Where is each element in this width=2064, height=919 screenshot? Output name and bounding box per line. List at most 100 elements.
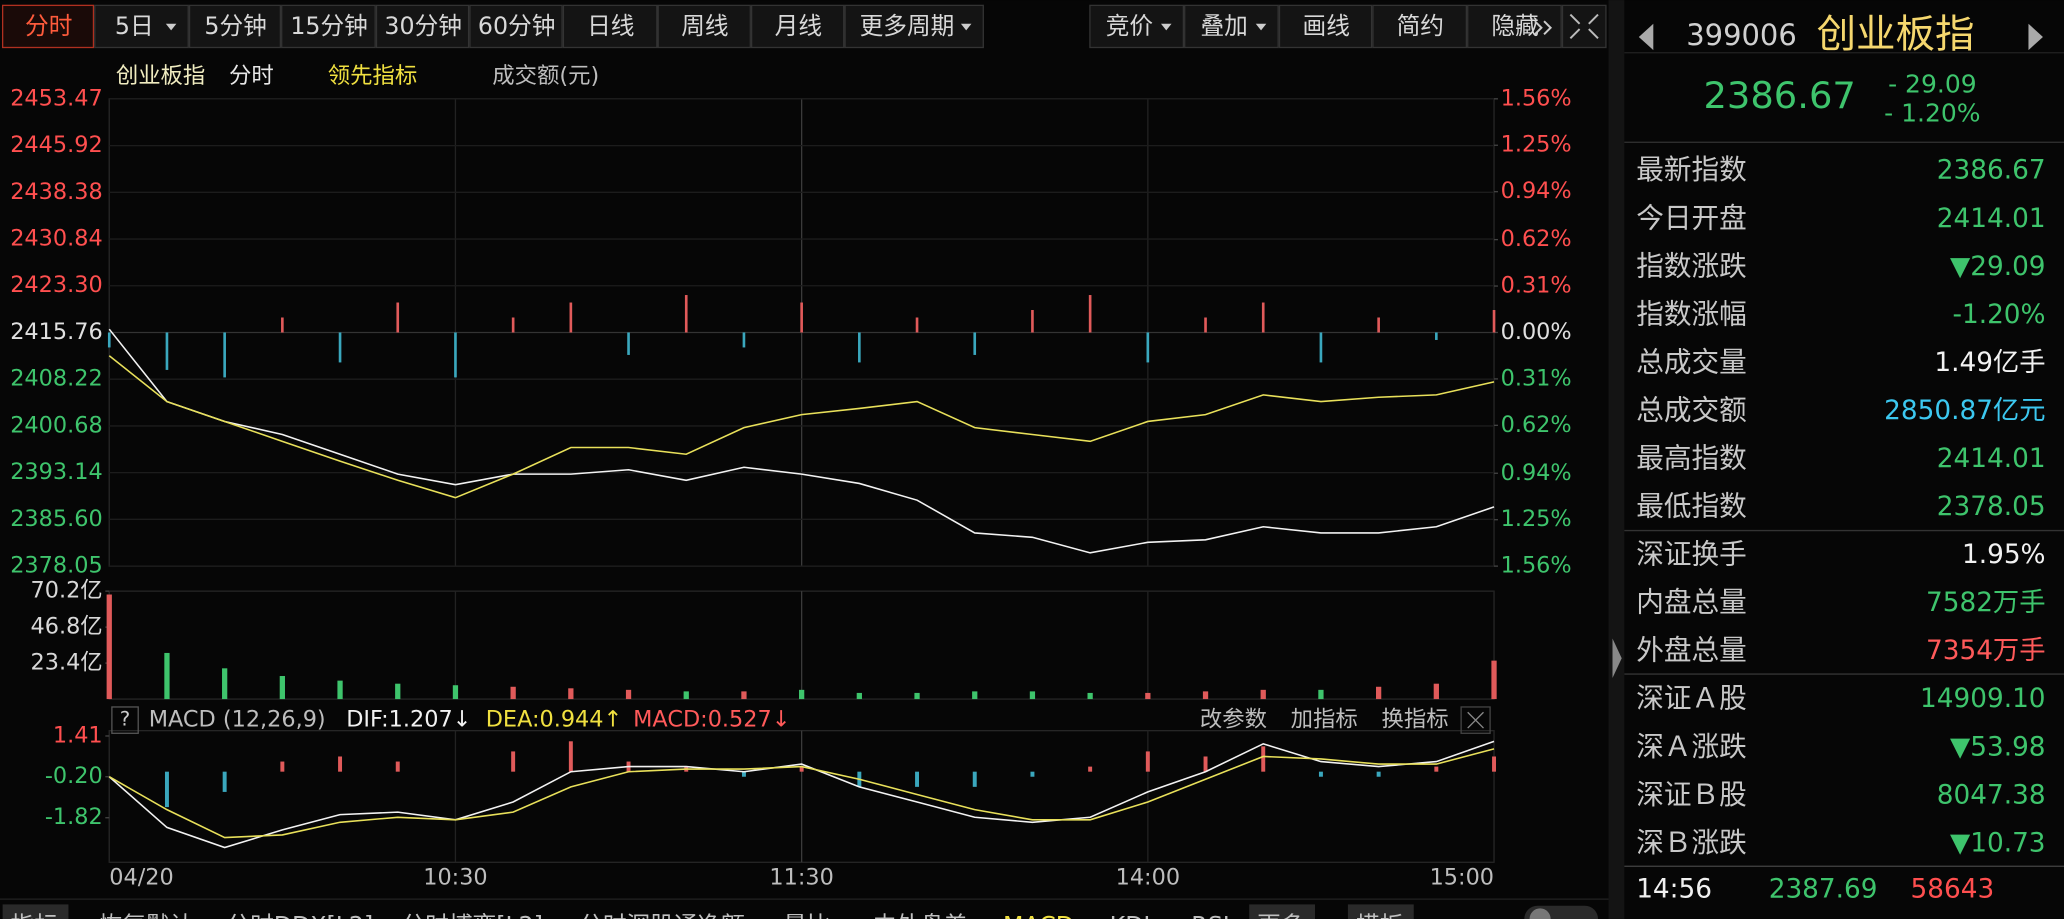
quote-label: 深Ｂ涨跌	[1636, 826, 1747, 859]
toolbar-tab[interactable]	[469, 4, 563, 49]
volume-bar	[683, 691, 689, 700]
y2-tick-label: 0.62%	[1501, 412, 1572, 438]
y2-tick-label: 0.31%	[1501, 365, 1572, 391]
bottom-tab[interactable]: 更多	[1257, 911, 1304, 919]
next-arrow[interactable]	[2028, 23, 2043, 51]
macd-bar	[1434, 766, 1439, 772]
close-button[interactable]	[1460, 706, 1491, 734]
bottom-tab[interactable]: 量比	[783, 911, 830, 919]
bottom-tab[interactable]: MACD	[1003, 911, 1074, 919]
prev-arrow[interactable]	[1638, 23, 1654, 51]
toolbar-tab[interactable]	[1, 4, 95, 49]
volume-bar	[1491, 660, 1497, 700]
macd-bar	[1376, 771, 1381, 777]
bottom-tab[interactable]: RSI	[1191, 911, 1229, 919]
macd-bar	[1088, 766, 1093, 772]
volume-bar	[164, 652, 170, 700]
y-tick-label: 2378.05	[10, 553, 102, 579]
quote-value: 2414.01	[1937, 204, 2046, 234]
quote-code: 399006	[1686, 18, 1796, 52]
help-button[interactable]	[111, 706, 139, 734]
toolbar-tab-label[interactable]: 5分钟	[204, 12, 266, 40]
lead-bar	[223, 332, 226, 378]
lead-bar	[1261, 302, 1265, 333]
bottom-tab[interactable]: 分时博弈[L2]	[401, 911, 543, 919]
help-label[interactable]: ?	[120, 708, 130, 731]
bottom-tab-bg[interactable]	[2, 904, 69, 919]
toolbar-tab-label[interactable]: 日线	[587, 12, 634, 40]
y-tick-label: 2430.84	[10, 226, 102, 252]
quote-label: 最低指数	[1636, 490, 1747, 523]
volume-bar	[856, 692, 862, 700]
toolbar-tab-label[interactable]: 简约	[1397, 12, 1444, 40]
bottom-tab[interactable]: KDJ	[1110, 911, 1151, 919]
toolbar-tab[interactable]	[1467, 4, 1562, 49]
quote-value: 2386.67	[1937, 156, 2046, 186]
bottom-tab[interactable]: 内外盘差	[873, 911, 968, 919]
y-tick-label: 2393.14	[10, 459, 102, 485]
toolbar-tab[interactable]	[1372, 4, 1468, 49]
macd-bar	[741, 771, 746, 777]
quote-label: 最高指数	[1636, 441, 1747, 474]
dropdown-arrow[interactable]	[1161, 23, 1172, 31]
toolbar-tab[interactable]	[1278, 4, 1373, 49]
toolbar-tab-label[interactable]: 30分钟	[384, 12, 462, 40]
close-icon[interactable]	[1467, 711, 1484, 729]
bottom-tab[interactable]: 分时DDX[L2]	[226, 911, 373, 919]
bottom-tab[interactable]: 指标	[11, 911, 58, 919]
y-tick-label: 2400.68	[10, 412, 102, 438]
y-tick-label: 2423.30	[10, 272, 102, 298]
toolbar-tab-label[interactable]: 5日	[115, 12, 154, 40]
quote-value: ▼53.98	[1950, 732, 2046, 762]
toolbar-tab[interactable]	[375, 4, 470, 49]
series-line	[108, 748, 1495, 839]
hide-icon[interactable]	[1534, 20, 1553, 36]
quote-value: 8047.38	[1937, 780, 2046, 810]
bottom-tab[interactable]: 恢复默认	[99, 911, 194, 919]
bottom-tab[interactable]: 分时深股通净额	[579, 911, 745, 919]
indicator-action[interactable]: 改参数	[1200, 707, 1267, 733]
lead-bar	[1435, 332, 1438, 340]
toolbar-tab[interactable]	[750, 4, 845, 49]
quote-value: 7354万手	[1926, 636, 2046, 666]
y2-tick-label: 0.94%	[1501, 460, 1572, 486]
toolbar-tab-label[interactable]: 隐藏	[1491, 12, 1538, 40]
toggle-knob[interactable]	[1529, 908, 1551, 919]
splitter-arrow[interactable]	[1612, 638, 1622, 679]
toolbar-tab[interactable]	[281, 4, 376, 49]
toolbar-tab[interactable]	[188, 4, 282, 49]
toolbar-tab-label[interactable]: 分时	[25, 12, 72, 40]
toolbar-tab[interactable]	[562, 4, 658, 49]
indicator-action[interactable]: 换指标	[1382, 707, 1449, 733]
toolbar-tab-label[interactable]: 竞价	[1106, 12, 1153, 40]
toolbar-tab-label[interactable]: 15分钟	[290, 12, 368, 40]
toolbar-tab-label[interactable]: 画线	[1303, 12, 1350, 40]
toolbar-tab-label[interactable]: 更多周期	[860, 12, 955, 40]
quote-label: 总成交量	[1636, 345, 1747, 378]
y-tick-label: -1.82	[45, 804, 103, 830]
dropdown-arrow[interactable]	[960, 23, 972, 31]
volume-bar	[222, 668, 228, 700]
toolbar-tab-label[interactable]: 60分钟	[478, 12, 556, 40]
fullscreen-button[interactable]	[1561, 4, 1607, 49]
y2-tick-label: 1.56%	[1501, 553, 1572, 579]
toolbar-tab-label[interactable]: 周线	[681, 12, 728, 40]
indicator-action[interactable]: 加指标	[1291, 707, 1358, 733]
quote-label: 深证Ａ股	[1636, 682, 1747, 715]
quote-label: 内盘总量	[1636, 586, 1747, 619]
bottom-tab[interactable]: 模板	[1356, 911, 1403, 919]
bottom-tab-bg[interactable]	[1249, 904, 1316, 919]
volume-bar	[625, 689, 632, 700]
toolbar-tab[interactable]	[844, 4, 984, 49]
splitter[interactable]	[1608, 0, 1625, 919]
dropdown-arrow[interactable]	[1255, 23, 1267, 31]
volume-bar	[395, 683, 401, 700]
toolbar-tab-label[interactable]: 叠加	[1200, 12, 1247, 40]
quote-pct: - 1.20%	[1884, 99, 1980, 128]
indicator-readout: MACD:0.527↓	[633, 707, 790, 733]
toolbar-tab-label[interactable]: 月线	[775, 12, 822, 40]
dropdown-arrow[interactable]	[165, 23, 177, 31]
toolbar-tab[interactable]	[657, 4, 751, 49]
quote-label: 最新指数	[1636, 153, 1747, 186]
bottom-tab-bg[interactable]	[1347, 904, 1414, 919]
